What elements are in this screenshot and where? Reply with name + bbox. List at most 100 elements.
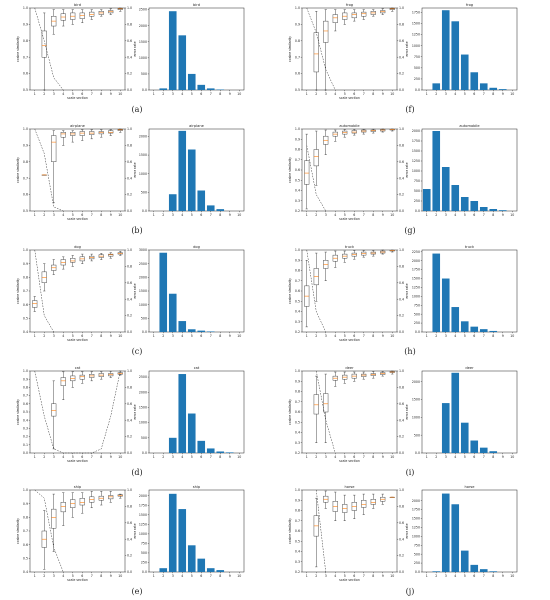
x-tick-label: 5 bbox=[464, 574, 466, 578]
x-tick-label: 7 bbox=[363, 455, 365, 459]
x-tick-label: 6 bbox=[200, 455, 202, 459]
bar-4 bbox=[451, 21, 460, 91]
x-tick-label: 6 bbox=[353, 334, 355, 338]
x-tick-label: 4 bbox=[181, 92, 183, 96]
x-tick-label: 2 bbox=[162, 574, 164, 578]
x-tick-label: 7 bbox=[210, 92, 212, 96]
y-axis-label: cosine similarity bbox=[16, 518, 20, 544]
y-tick-label: 0.6 bbox=[295, 72, 300, 76]
x-tick-label: 9 bbox=[229, 574, 231, 578]
y-tick-label: 0.6 bbox=[23, 72, 28, 76]
box-2 bbox=[313, 375, 319, 443]
y-tick-label: 500 bbox=[141, 190, 147, 194]
x-tick-label: 9 bbox=[502, 92, 504, 96]
x-tick-label: 1 bbox=[153, 574, 155, 578]
y-tick-label: 0.2 bbox=[295, 209, 300, 213]
x-tick-label: 1 bbox=[306, 92, 308, 96]
y-tick-label: 0.5 bbox=[295, 88, 300, 92]
y-right-tick-label: 0.4 bbox=[399, 537, 404, 541]
boxplot-deer: deer 1 2 3 4 5 6 7 8 9 10 0.2 0.3 0.4 0.5 0.6 0.7 0.8 0.9 1… bbox=[288, 366, 409, 463]
y-tick-label: 250 bbox=[414, 77, 420, 81]
x-tick-label: 9 bbox=[382, 213, 384, 217]
boxplot-truck: truck 1 2 3 4 5 6 7 8 9 10 0.2 0.3 0.4 0.5 0.6 0.7 0.8 0.9… bbox=[288, 245, 409, 342]
x-tick-label: 3 bbox=[172, 334, 174, 338]
x-tick-label: 2 bbox=[43, 92, 45, 96]
box-body bbox=[313, 149, 319, 167]
y-right-tick-label: 0.2 bbox=[127, 193, 132, 197]
x-tick-label: 4 bbox=[334, 334, 336, 338]
y-tick-label: 0.0 bbox=[142, 570, 147, 574]
x-tick-label: 1 bbox=[426, 92, 428, 96]
x-tick-label: 2 bbox=[315, 455, 317, 459]
y-tick-label: 0.0 bbox=[23, 451, 28, 455]
y-tick-label: 1000 bbox=[139, 421, 147, 425]
boxplot-cat: cat 1 2 3 4 5 6 7 8 9 10 0.0 0.1 0.2 0.3 0.4 0.5 0.6 0.7 0.… bbox=[16, 366, 137, 463]
y-right-tick-label: 0.0 bbox=[127, 451, 132, 455]
x-tick-label: 4 bbox=[181, 213, 183, 217]
y-tick-label: 1750 bbox=[412, 139, 420, 143]
x-tick-label: 2 bbox=[315, 334, 317, 338]
barchart-airplane: airplane 1 2 3 4 5 6 7 8 9 10 0.0 500 1000 1500 2000 bbox=[139, 124, 245, 217]
x-tick-label: 2 bbox=[162, 92, 164, 96]
x-tick-label: 7 bbox=[483, 334, 485, 338]
y-tick-label: 2500 bbox=[139, 8, 147, 12]
y-tick-label: 0.1 bbox=[23, 443, 28, 447]
x-tick-label: 7 bbox=[210, 574, 212, 578]
y-tick-label: 1250 bbox=[139, 522, 147, 526]
x-tick-label: 7 bbox=[210, 213, 212, 217]
x-tick-label: 5 bbox=[72, 213, 74, 217]
x-tick-label: 2 bbox=[162, 213, 164, 217]
y-tick-label: 0.7 bbox=[23, 176, 28, 180]
chart-title: deer bbox=[345, 366, 354, 370]
x-tick-label: 6 bbox=[473, 455, 475, 459]
x-tick-label: 8 bbox=[219, 574, 221, 578]
x-tick-label: 3 bbox=[325, 455, 327, 459]
bar-8 bbox=[489, 330, 498, 332]
y-tick-label: 0.3 bbox=[23, 427, 28, 431]
y-right-tick-label: 0.0 bbox=[127, 570, 132, 574]
x-tick-label: 2 bbox=[162, 455, 164, 459]
y-tick-label: 750 bbox=[414, 55, 420, 59]
box-body bbox=[51, 403, 57, 417]
box-body bbox=[323, 20, 329, 43]
box-3 bbox=[51, 259, 57, 275]
x-tick-label: 3 bbox=[325, 213, 327, 217]
x-tick-label: 6 bbox=[200, 334, 202, 338]
bar-8 bbox=[489, 87, 498, 90]
y-tick-label: 2000 bbox=[139, 275, 147, 279]
box-10 bbox=[389, 128, 395, 132]
y-tick-label: 0.0 bbox=[142, 209, 147, 213]
box-5 bbox=[70, 130, 76, 143]
box-9 bbox=[108, 491, 114, 503]
y-tick-label: 0.9 bbox=[295, 498, 300, 502]
y-tick-label: 0.5 bbox=[295, 539, 300, 543]
box-2 bbox=[41, 12, 47, 91]
x-tick-label: 10 bbox=[510, 334, 514, 338]
bar-4 bbox=[178, 321, 187, 332]
x-tick-label: 1 bbox=[34, 92, 36, 96]
box-1 bbox=[304, 260, 310, 328]
y-tick-label: 750 bbox=[414, 179, 420, 183]
x-axis-label: scale section bbox=[339, 338, 360, 342]
y-axis-label: cosine similarity bbox=[288, 278, 292, 304]
box-body bbox=[108, 10, 114, 14]
box-8 bbox=[370, 371, 376, 379]
y-right-tick-label: 0.8 bbox=[127, 386, 132, 390]
x-tick-label: 4 bbox=[454, 455, 456, 459]
y-tick-label: 1.0 bbox=[295, 488, 300, 492]
x-tick-label: 8 bbox=[372, 92, 374, 96]
x-tick-label: 4 bbox=[181, 334, 183, 338]
plot-frame bbox=[421, 249, 518, 333]
box-2 bbox=[41, 510, 47, 570]
bar-7 bbox=[479, 329, 488, 332]
y-tick-label: 0.8 bbox=[295, 390, 300, 394]
bar-3 bbox=[441, 403, 450, 453]
bar-9 bbox=[225, 452, 234, 453]
y-tick-label: 0.0 bbox=[415, 570, 420, 574]
box-7 bbox=[361, 493, 367, 515]
box-body bbox=[41, 30, 47, 58]
bar-4 bbox=[178, 35, 187, 90]
y-tick-label: 0.0 bbox=[142, 330, 147, 334]
y-right-tick-label: 0.0 bbox=[399, 451, 404, 455]
barchart-deer: deer 1 2 3 4 5 6 7 8 9 10 0.0 500 1000 1500 2000 bbox=[412, 366, 518, 459]
